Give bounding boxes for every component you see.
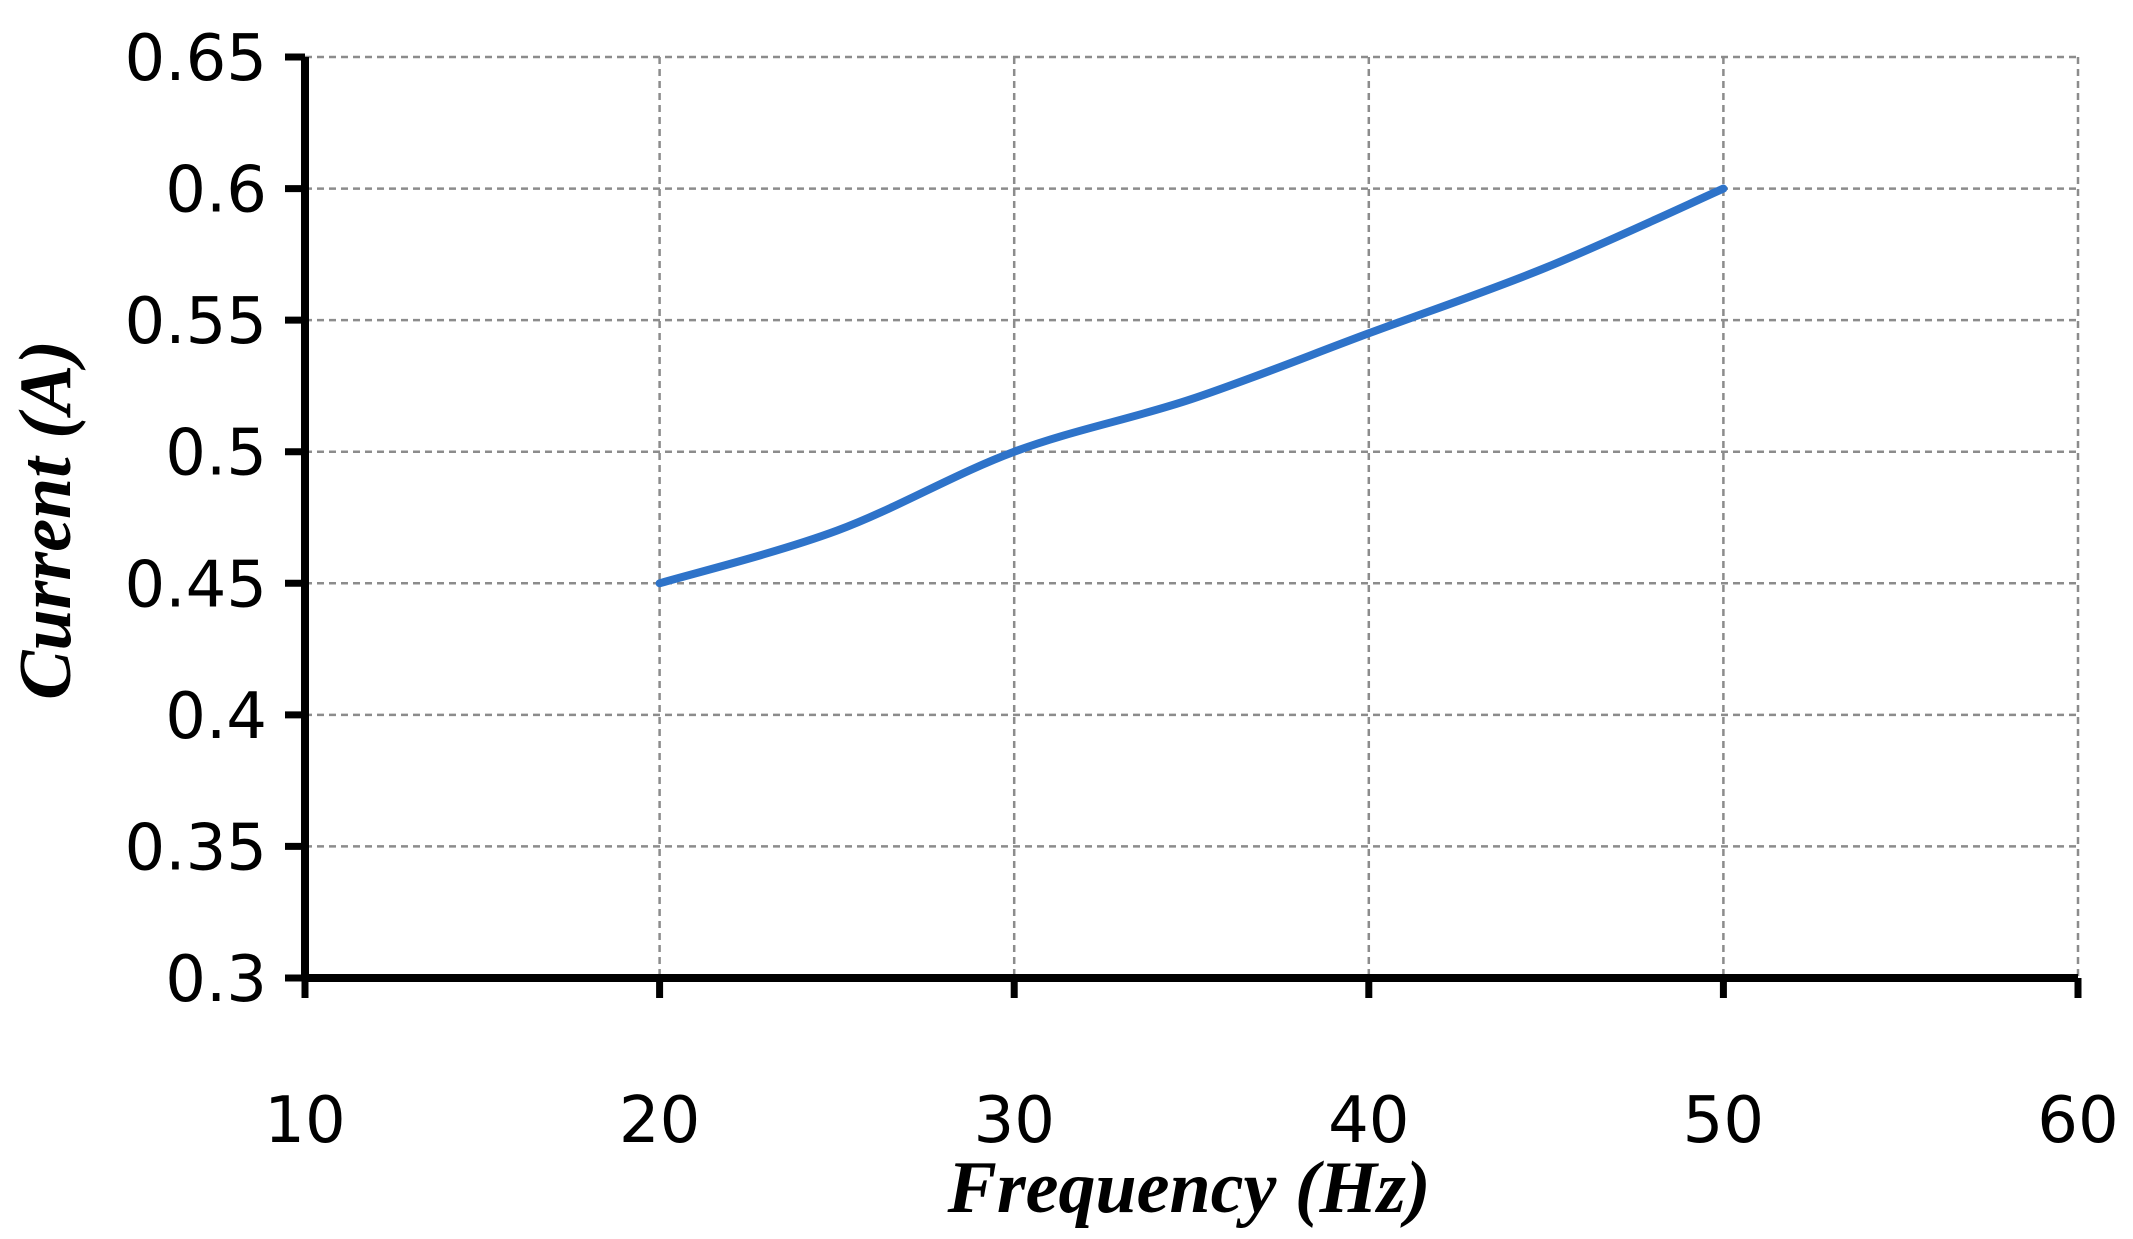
x-tick-label: 50 bbox=[1683, 1084, 1764, 1158]
y-axis-title: Current (A) bbox=[5, 340, 87, 700]
axes bbox=[285, 53, 2082, 998]
x-tick-label: 30 bbox=[973, 1084, 1054, 1158]
y-tick-label: 0.5 bbox=[165, 417, 267, 491]
x-axis-title: Frequency (Hz) bbox=[947, 1147, 1431, 1229]
y-tick-label: 0.4 bbox=[165, 680, 267, 754]
tick-labels: 0.3 0.35 0.4 0.45 0.5 0.55 0.6 0.65 10 20 30 40 50 60 bbox=[125, 22, 2119, 1158]
series-line bbox=[655, 184, 1728, 588]
series-layer bbox=[655, 184, 1728, 588]
x-tick-label: 60 bbox=[2037, 1084, 2118, 1158]
y-tick-label: 0.6 bbox=[165, 154, 267, 228]
y-tick-label: 0.65 bbox=[125, 22, 268, 96]
x-tick-label: 10 bbox=[264, 1084, 345, 1158]
y-tick-label: 0.45 bbox=[125, 548, 268, 622]
y-tick-label: 0.55 bbox=[125, 285, 268, 359]
x-tick-label: 40 bbox=[1328, 1084, 1409, 1158]
x-tick-label: 20 bbox=[619, 1084, 700, 1158]
y-tick-label: 0.3 bbox=[165, 943, 267, 1017]
y-tick-label: 0.35 bbox=[125, 811, 268, 885]
grid bbox=[305, 55, 2080, 978]
